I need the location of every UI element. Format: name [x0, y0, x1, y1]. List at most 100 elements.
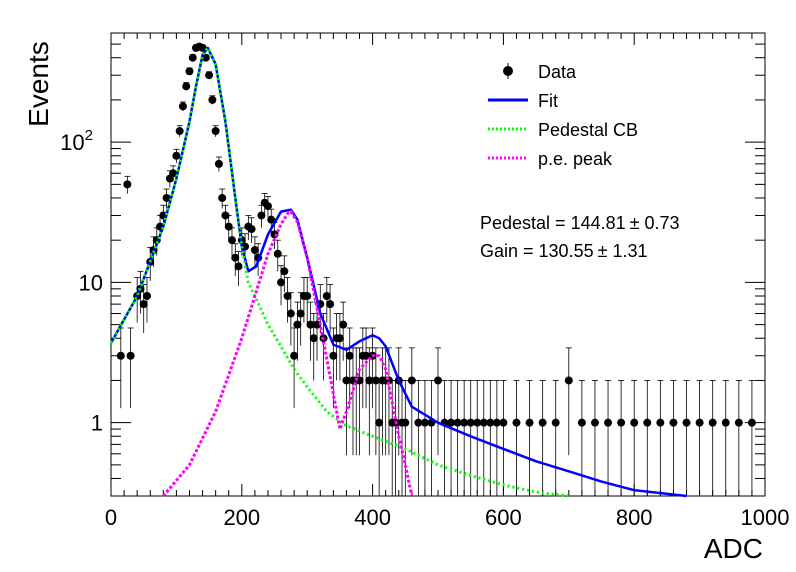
data-point	[306, 320, 315, 329]
data-point	[257, 211, 266, 220]
legend-label: Fit	[538, 91, 558, 111]
data-point	[375, 418, 384, 427]
data-point	[293, 320, 302, 329]
data-point	[309, 334, 318, 343]
data-point	[227, 236, 236, 245]
data-point	[721, 418, 730, 427]
data-point	[747, 418, 756, 427]
data-point	[169, 169, 178, 178]
data-point	[218, 193, 227, 202]
data-point	[362, 351, 371, 360]
data-point	[414, 418, 423, 427]
data-point	[263, 202, 272, 211]
data-point	[630, 418, 639, 427]
data-point	[345, 351, 354, 360]
data-point	[669, 418, 678, 427]
data-point	[708, 418, 717, 427]
data-point	[175, 127, 184, 136]
y-tick-label: 1	[91, 411, 103, 436]
data-point	[447, 418, 456, 427]
data-point	[231, 253, 240, 262]
x-tick-label: 600	[485, 505, 522, 530]
data-point	[198, 43, 207, 52]
data-point	[682, 418, 691, 427]
data-point	[695, 418, 704, 427]
data-point	[267, 215, 276, 224]
data-point	[479, 418, 488, 427]
data-point	[188, 53, 197, 62]
legend-label: Pedestal CB	[538, 120, 638, 140]
legend-label: Data	[538, 62, 577, 82]
data-point	[604, 418, 613, 427]
data-point	[185, 67, 194, 76]
data-point	[296, 309, 305, 318]
legend-label: p.e. peak	[538, 149, 613, 169]
data-point	[162, 193, 171, 202]
data-point	[182, 82, 191, 91]
data-point	[250, 246, 259, 255]
data-point	[234, 262, 243, 271]
data-point	[466, 418, 475, 427]
data-point	[201, 53, 210, 62]
data-point	[205, 71, 214, 80]
data-point	[342, 376, 351, 385]
data-point	[211, 127, 220, 136]
data-point	[221, 211, 230, 220]
gain-annotation: Gain = 130.55 ± 1.31	[480, 241, 648, 261]
data-point	[277, 278, 286, 287]
y-tick-exponent: 2	[85, 127, 93, 144]
data-point	[214, 159, 223, 168]
data-point	[126, 351, 135, 360]
data-point	[551, 418, 560, 427]
data-point	[322, 291, 331, 300]
data-point	[460, 418, 469, 427]
data-point	[499, 418, 508, 427]
data-point	[407, 376, 416, 385]
data-point	[656, 418, 665, 427]
data-point	[365, 376, 374, 385]
data-point	[273, 249, 282, 258]
y-tick-label: 10	[79, 270, 103, 295]
data-point	[434, 376, 442, 385]
data-point	[286, 309, 295, 318]
x-tick-label: 800	[616, 505, 653, 530]
data-point	[577, 418, 586, 427]
data-point	[512, 418, 521, 427]
p-e-peak-curve	[162, 210, 414, 497]
data-point	[538, 418, 547, 427]
data-point	[339, 320, 348, 329]
data-point	[473, 418, 482, 427]
data-point	[142, 291, 151, 300]
data-point	[172, 151, 181, 160]
data-point	[734, 418, 743, 427]
data-point	[643, 418, 652, 427]
legend: Data Fit Pedestal CB p.e. peak	[488, 62, 638, 169]
data-point	[208, 95, 217, 104]
data-point	[617, 418, 626, 427]
data-point	[371, 376, 380, 385]
x-tick-label: 1000	[741, 505, 790, 530]
pedestal-annotation: Pedestal = 144.81 ± 0.73	[480, 213, 680, 233]
x-tick-label: 200	[223, 505, 260, 530]
data-point	[283, 291, 292, 300]
data-point	[326, 300, 335, 309]
fit-curve	[109, 46, 687, 498]
data-point	[290, 351, 299, 360]
fit-results: Pedestal = 144.81 ± 0.73 Gain = 130.55 ± 1…	[480, 213, 680, 261]
data-layer	[109, 42, 756, 498]
data-point	[335, 334, 344, 343]
legend-data-marker	[503, 66, 513, 76]
data-point	[247, 225, 256, 234]
data-point	[401, 418, 410, 427]
data-point	[280, 267, 289, 276]
data-point	[329, 351, 338, 360]
x-axis-label: ADC	[704, 533, 763, 564]
data-point	[123, 180, 132, 189]
data-point	[303, 291, 312, 300]
x-tick-label: 0	[105, 505, 117, 530]
data-point	[116, 351, 125, 360]
data-point	[224, 222, 233, 231]
data-point	[590, 418, 599, 427]
